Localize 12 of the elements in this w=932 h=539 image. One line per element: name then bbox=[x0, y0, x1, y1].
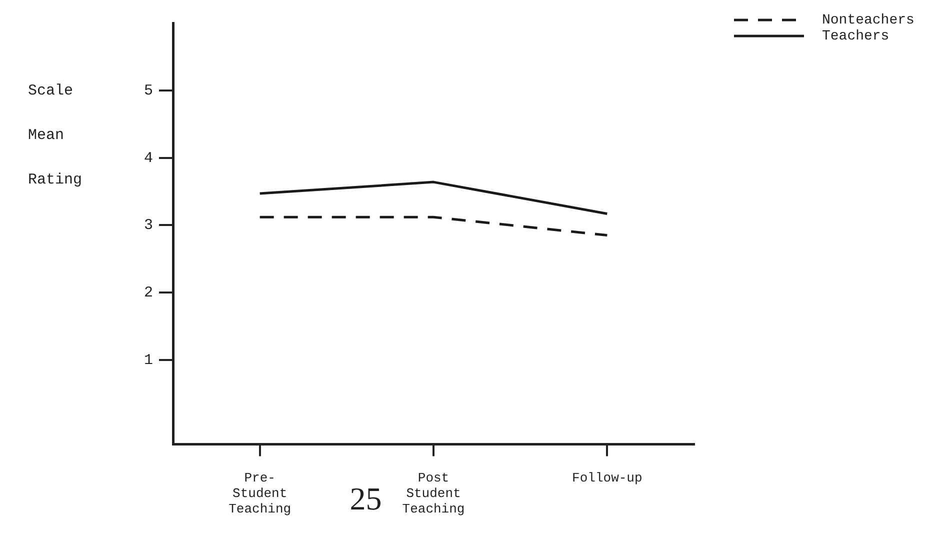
y-tick-label: 3 bbox=[144, 217, 153, 234]
text: Scale Mean Rating bbox=[28, 82, 82, 188]
y-tick-label: 2 bbox=[144, 284, 153, 302]
x-tick-label: Pre- Student Teaching bbox=[228, 470, 292, 517]
x-tick-label: Follow-up bbox=[572, 470, 642, 486]
text: 25 bbox=[350, 480, 382, 516]
legend-label: Nonteachers bbox=[822, 12, 914, 29]
y-tick-label: 1 bbox=[144, 352, 153, 369]
legend-label: Teachers bbox=[822, 28, 890, 45]
y-tick-label: 5 bbox=[144, 82, 153, 100]
y-tick-label: 4 bbox=[144, 150, 153, 167]
x-tick-label: Post Student Teaching bbox=[402, 470, 465, 517]
